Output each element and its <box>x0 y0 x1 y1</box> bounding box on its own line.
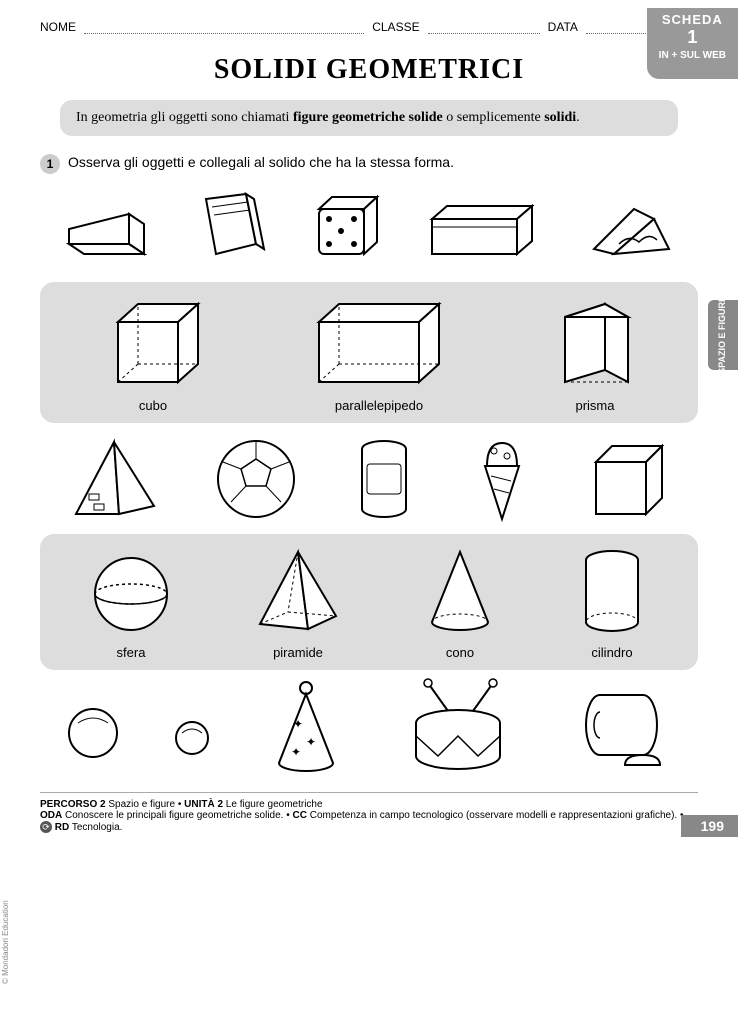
cuboid-shape-icon <box>304 292 454 392</box>
sphere-shape-icon <box>86 549 176 639</box>
cone-shape-icon <box>420 544 500 639</box>
objects-row-2 <box>40 431 698 526</box>
prism-shape-icon <box>550 292 640 392</box>
cylinder-shape-icon <box>572 544 652 639</box>
page-number: 199 <box>681 815 738 837</box>
scheda-tab: SCHEDA 1 IN + SUL WEB <box>647 8 738 79</box>
pyramid-shape-icon <box>248 544 348 639</box>
nome-line[interactable] <box>84 21 364 34</box>
nome-label: NOME <box>40 20 76 34</box>
can-icon <box>349 434 419 524</box>
piramide-item: piramide <box>248 544 348 660</box>
objects-row-3: ✦✦✦ <box>40 678 698 778</box>
box-icon <box>584 434 674 524</box>
large-ball-icon <box>63 693 123 763</box>
task-number: 1 <box>40 154 60 174</box>
scheda-label: SCHEDA <box>659 12 726 27</box>
copyright: © Mondadori Education <box>1 900 10 984</box>
scheda-number: 1 <box>659 27 726 48</box>
cono-item: cono <box>420 544 500 660</box>
cubo-item: cubo <box>98 292 208 413</box>
svg-text:✦: ✦ <box>293 717 303 731</box>
svg-text:✦: ✦ <box>306 735 316 749</box>
cheese-wedge-icon <box>59 194 149 264</box>
cube-shape-icon <box>98 292 208 392</box>
sfera-item: sfera <box>86 549 176 660</box>
intro-box: In geometria gli oggetti sono chiamati f… <box>60 100 678 136</box>
small-ball-icon <box>170 693 215 763</box>
ice-cream-icon <box>467 431 537 526</box>
trunk-icon <box>422 194 542 264</box>
web-badge: IN + SUL WEB <box>659 50 726 61</box>
classe-line[interactable] <box>428 21 540 34</box>
objects-row-1 <box>40 184 698 274</box>
parallelepipedo-item: parallelepipedo <box>304 292 454 413</box>
header-fields: NOME CLASSE DATA <box>40 20 698 34</box>
prisma-item: prisma <box>550 292 640 413</box>
svg-text:✦: ✦ <box>291 745 301 759</box>
dice-icon <box>304 189 384 269</box>
party-hat-icon: ✦✦✦ <box>261 678 351 778</box>
solids-box-1: cubo parallelepipedo prisma <box>40 282 698 423</box>
drum-icon <box>398 678 518 778</box>
task-row: 1 Osserva gli oggetti e collegali al sol… <box>40 154 698 174</box>
data-label: DATA <box>548 20 578 34</box>
page-title: SOLIDI GEOMETRICI <box>40 54 698 86</box>
pyramid-object-icon <box>64 434 164 524</box>
book-icon <box>186 189 266 269</box>
worksheet-page: SCHEDA 1 IN + SUL WEB NOME CLASSE DATA S… <box>0 0 738 843</box>
side-tab: SPAZIO E FIGURE <box>708 300 738 370</box>
toilet-roll-icon <box>565 683 675 773</box>
soccer-ball-icon <box>211 434 301 524</box>
classe-label: CLASSE <box>372 20 419 34</box>
footer: PERCORSO 2 Spazio e figure • UNITÀ 2 Le … <box>40 792 698 843</box>
rd-icon: ⟳ <box>40 821 52 833</box>
cilindro-item: cilindro <box>572 544 652 660</box>
task-text: Osserva gli oggetti e collegali al solid… <box>68 154 454 170</box>
solids-box-2: sfera piramide cono cilindro <box>40 534 698 670</box>
tent-icon <box>579 194 679 264</box>
